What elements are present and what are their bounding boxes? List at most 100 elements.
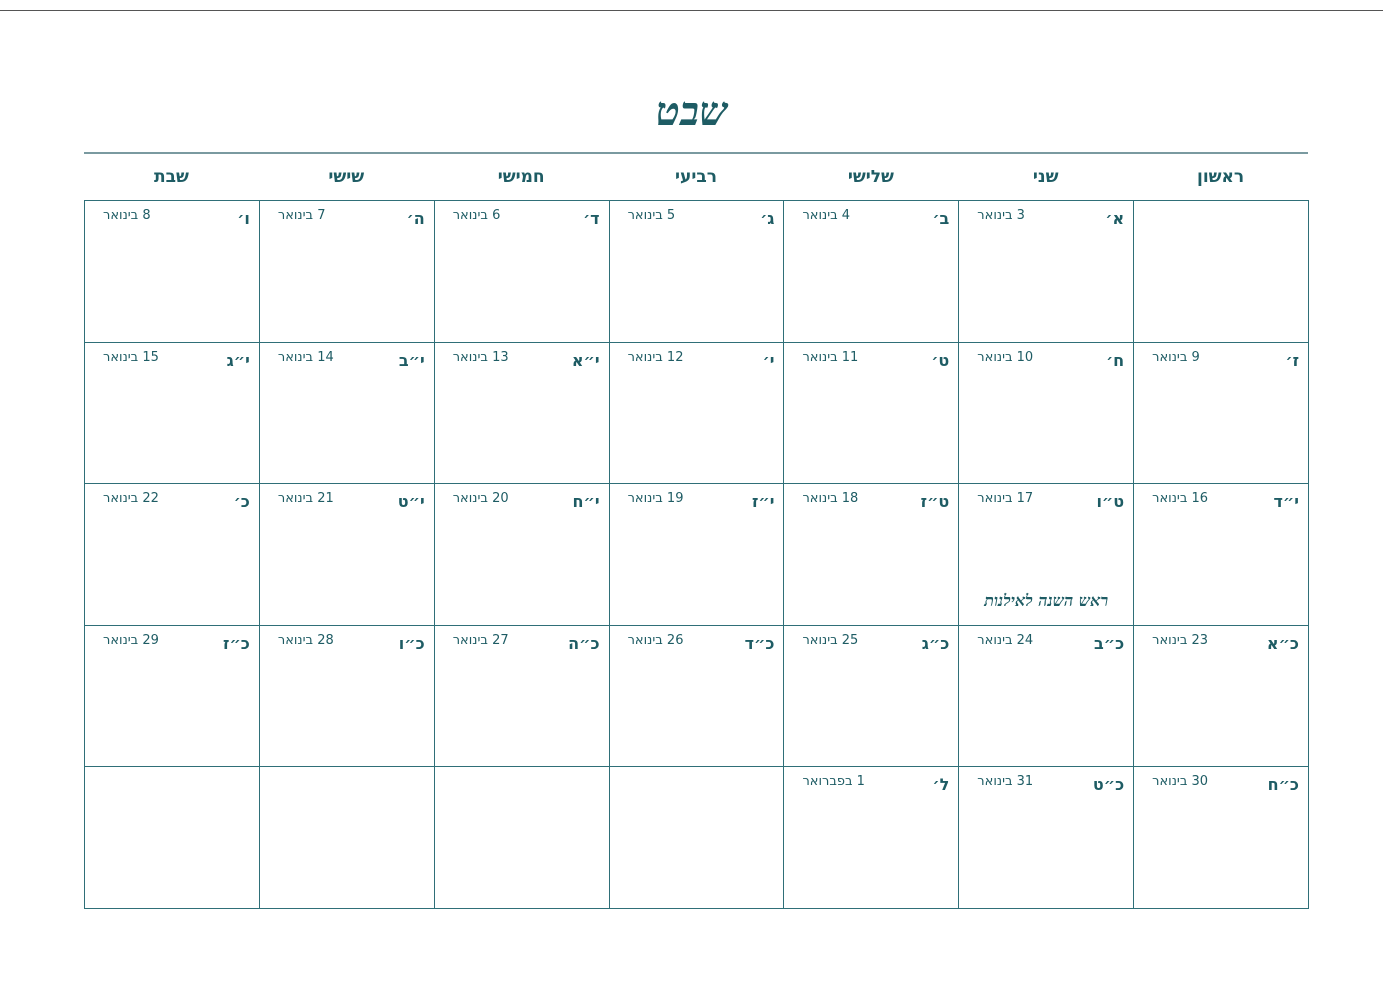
- hebrew-date: י״א: [571, 350, 600, 370]
- day-cell[interactable]: ט״ז 18 בינואר: [783, 484, 959, 626]
- weekday-tuesday: שלישי: [847, 167, 894, 187]
- day-cell[interactable]: ד׳ 6 בינואר: [433, 201, 609, 343]
- gregorian-date: 10 בינואר: [977, 349, 1034, 365]
- hebrew-date: ז׳: [1285, 350, 1299, 370]
- day-cell[interactable]: י״ג 15 בינואר: [84, 342, 259, 485]
- hebrew-date: ג׳: [760, 209, 775, 228]
- hebrew-date: ט׳: [931, 350, 950, 370]
- hebrew-date: י״ט: [397, 492, 425, 512]
- gregorian-date: 27 בינואר: [452, 632, 509, 648]
- gregorian-date: 21 בינואר: [277, 491, 334, 507]
- gregorian-date: 29 בינואר: [103, 632, 159, 648]
- day-cell[interactable]: כ׳ 22 בינואר: [84, 484, 259, 626]
- hebrew-date: י״ב: [398, 350, 425, 370]
- gregorian-date: 7 בינואר: [277, 208, 326, 223]
- day-cell[interactable]: כ״ה 27 בינואר: [433, 625, 609, 768]
- gregorian-date: 12 בינואר: [627, 349, 684, 365]
- gregorian-date: 31 בינואר: [977, 774, 1034, 790]
- day-cell[interactable]: כ״ט 31 בינואר: [958, 767, 1134, 909]
- day-cell[interactable]: ז׳ 9 בינואר: [1133, 342, 1308, 485]
- day-cell[interactable]: כ״ז 29 בינואר: [84, 625, 259, 768]
- gregorian-date: 11 בינואר: [802, 349, 859, 365]
- day-cell[interactable]: [608, 767, 784, 909]
- hebrew-date: ט״ז: [920, 492, 950, 512]
- day-cell[interactable]: כ״ח 30 בינואר: [1133, 767, 1308, 909]
- gregorian-date: 15 בינואר: [103, 349, 159, 365]
- gregorian-date: 4 בינואר: [802, 208, 851, 223]
- hebrew-date: ה׳: [406, 209, 425, 228]
- day-cell[interactable]: ט״ו 17 בינואר ראש השנה לאילנות: [958, 484, 1134, 626]
- day-cell[interactable]: ג׳ 5 בינואר: [608, 201, 784, 343]
- gregorian-date: 1 בפברואר: [802, 774, 865, 790]
- day-cell[interactable]: כ״א 23 בינואר: [1133, 625, 1308, 768]
- gregorian-date: 9 בינואר: [1152, 349, 1200, 365]
- day-cell[interactable]: ט׳ 11 בינואר: [783, 342, 959, 485]
- day-cell[interactable]: ה׳ 7 בינואר: [258, 201, 434, 343]
- day-cell[interactable]: י״ד 16 בינואר: [1133, 484, 1308, 626]
- day-cell[interactable]: א׳ 3 בינואר: [958, 201, 1134, 343]
- hebrew-date: כ״ז: [223, 633, 250, 653]
- gregorian-date: 16 בינואר: [1152, 491, 1209, 507]
- hebrew-date: י״ח: [572, 492, 600, 512]
- hebrew-date: י״ד: [1273, 492, 1299, 512]
- day-cell[interactable]: ח׳ 10 בינואר: [958, 342, 1134, 485]
- hebrew-date: כ״א: [1266, 633, 1299, 653]
- holiday-note: ראש השנה לאילנות: [984, 590, 1109, 610]
- hebrew-date: ב׳: [932, 209, 950, 228]
- hebrew-date: כ״ד: [744, 633, 775, 653]
- day-cell[interactable]: כ״ב 24 בינואר: [958, 625, 1134, 768]
- gregorian-date: 20 בינואר: [452, 491, 509, 507]
- day-cell[interactable]: [1133, 201, 1308, 343]
- gregorian-date: 5 בינואר: [627, 208, 676, 223]
- day-cell[interactable]: י״ז 19 בינואר: [608, 484, 784, 626]
- gregorian-date: 6 בינואר: [452, 208, 501, 223]
- day-cell[interactable]: כ״ג 25 בינואר: [783, 625, 959, 768]
- weekday-thursday: חמישי: [497, 167, 545, 187]
- day-cell[interactable]: ו׳ 8 בינואר: [84, 201, 259, 343]
- gregorian-date: 13 בינואר: [452, 349, 509, 365]
- hebrew-date: א׳: [1105, 209, 1125, 228]
- title-divider: [84, 152, 1308, 154]
- day-cell[interactable]: ל׳ 1 בפברואר: [783, 767, 959, 909]
- month-title: שבט: [655, 88, 728, 135]
- hebrew-date: ד׳: [583, 209, 600, 228]
- day-cell[interactable]: י״ח 20 בינואר: [433, 484, 609, 626]
- gregorian-date: 14 בינואר: [277, 349, 334, 365]
- day-cell[interactable]: י״א 13 בינואר: [433, 342, 609, 485]
- day-cell[interactable]: [258, 767, 434, 909]
- gregorian-date: 17 בינואר: [977, 491, 1034, 507]
- top-border: [0, 10, 1383, 11]
- day-cell[interactable]: [433, 767, 609, 909]
- gregorian-date: 25 בינואר: [802, 632, 859, 648]
- hebrew-date: י״ג: [226, 350, 250, 370]
- day-cell[interactable]: כ״ו 28 בינואר: [258, 625, 434, 768]
- day-cell[interactable]: [84, 767, 259, 909]
- weekday-header: ראשון שני שלישי רביעי חמישי שישי שבת: [84, 154, 1308, 200]
- weekday-friday: שישי: [328, 167, 365, 187]
- day-cell[interactable]: י״ט 21 בינואר: [258, 484, 434, 626]
- hebrew-date: י״ז: [751, 492, 775, 512]
- day-cell[interactable]: י״ב 14 בינואר: [258, 342, 434, 485]
- hebrew-date: כ״ו: [398, 633, 425, 653]
- gregorian-date: 26 בינואר: [627, 632, 684, 648]
- hebrew-date: ט״ו: [1096, 492, 1125, 512]
- day-cell[interactable]: י׳ 12 בינואר: [608, 342, 784, 485]
- hebrew-date: י׳: [762, 350, 775, 370]
- gregorian-date: 18 בינואר: [802, 491, 859, 507]
- gregorian-date: 19 בינואר: [627, 491, 684, 507]
- gregorian-date: 30 בינואר: [1152, 774, 1209, 790]
- gregorian-date: 22 בינואר: [103, 491, 159, 507]
- day-cell[interactable]: כ״ד 26 בינואר: [608, 625, 784, 768]
- hebrew-date: כ״ט: [1092, 775, 1125, 795]
- hebrew-date: כ״ח: [1267, 775, 1299, 795]
- hebrew-date: ל׳: [932, 775, 950, 795]
- hebrew-date: ו׳: [237, 209, 250, 228]
- hebrew-date: ח׳: [1106, 350, 1125, 370]
- hebrew-date: כ״ג: [921, 633, 950, 653]
- hebrew-date: כ״ב: [1093, 633, 1125, 653]
- weekday-saturday: שבת: [153, 167, 189, 187]
- day-cell[interactable]: ב׳ 4 בינואר: [783, 201, 959, 343]
- gregorian-date: 8 בינואר: [103, 208, 151, 223]
- weekday-wednesday: רביעי: [675, 167, 717, 187]
- calendar-grid: א׳ 3 בינואר ב׳ 4 בינואר ג׳ 5 בינואר ד׳ 6 בינואר…: [84, 200, 1309, 909]
